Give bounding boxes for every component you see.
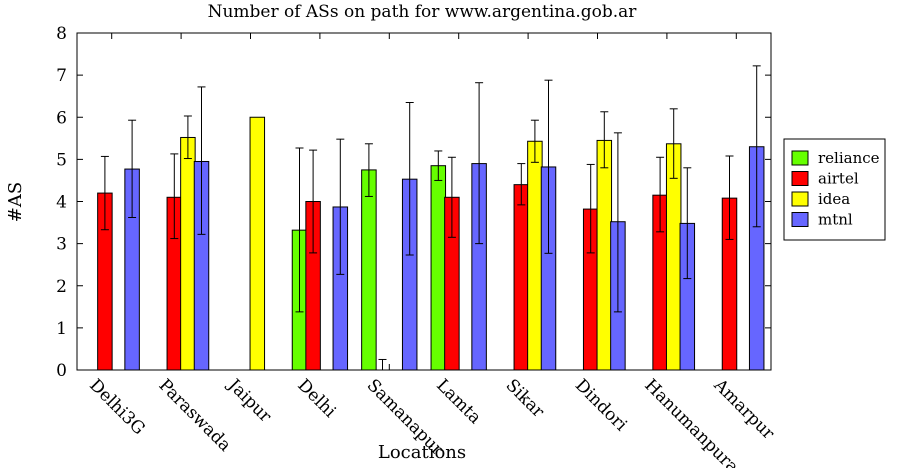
error-bars (100, 65, 761, 371)
bar-idea (180, 136, 196, 371)
bar-idea (527, 140, 543, 371)
y-tick-label: 3 (56, 235, 67, 255)
y-tick-label: 7 (56, 66, 67, 86)
bar-reliance (430, 165, 447, 371)
bars (97, 116, 765, 371)
x-axis-label: Locations (378, 442, 466, 463)
legend-swatch-reliance (791, 150, 809, 166)
x-tick-label: Lamta (432, 375, 485, 428)
x-tick-label: Sikar (502, 375, 549, 422)
legend-swatch-airtel (791, 171, 809, 186)
legend-label-idea: idea (818, 190, 850, 208)
x-tick-label: Dindori (571, 375, 631, 435)
x-tick-label: Delhi3G (85, 375, 149, 439)
legend-label-reliance: reliance (818, 149, 880, 167)
bar-idea (596, 139, 613, 371)
y-tick-label: 0 (56, 361, 67, 381)
y-tick-label: 8 (56, 24, 67, 44)
x-tick-label: Paraswada (155, 375, 235, 455)
legend-label-airtel: airtel (818, 170, 859, 188)
x-tick-label: Jaipur (223, 374, 276, 427)
y-tick-label: 4 (56, 193, 67, 213)
legend-label-mtnl: mtnl (818, 211, 853, 229)
y-tick-label: 6 (56, 108, 67, 128)
x-tick-label: Delhi (293, 375, 340, 422)
bar-reliance (361, 169, 377, 371)
x-tick-label: Amarpur (709, 375, 779, 445)
chart-title: Number of ASs on path for www.argentina.… (208, 2, 638, 22)
plot-frame (76, 32, 772, 371)
y-axis-label: #AS (5, 182, 26, 222)
legend: reliance airtel idea mtnl (783, 138, 886, 241)
y-tick-label: 5 (56, 150, 67, 170)
y-tick-label: 2 (56, 277, 67, 297)
y-tick-label: 1 (56, 319, 67, 339)
legend-swatch-idea (791, 191, 809, 207)
legend-swatch-mtnl (791, 212, 809, 227)
bar-idea (249, 116, 266, 371)
bar-airtel (513, 184, 530, 371)
